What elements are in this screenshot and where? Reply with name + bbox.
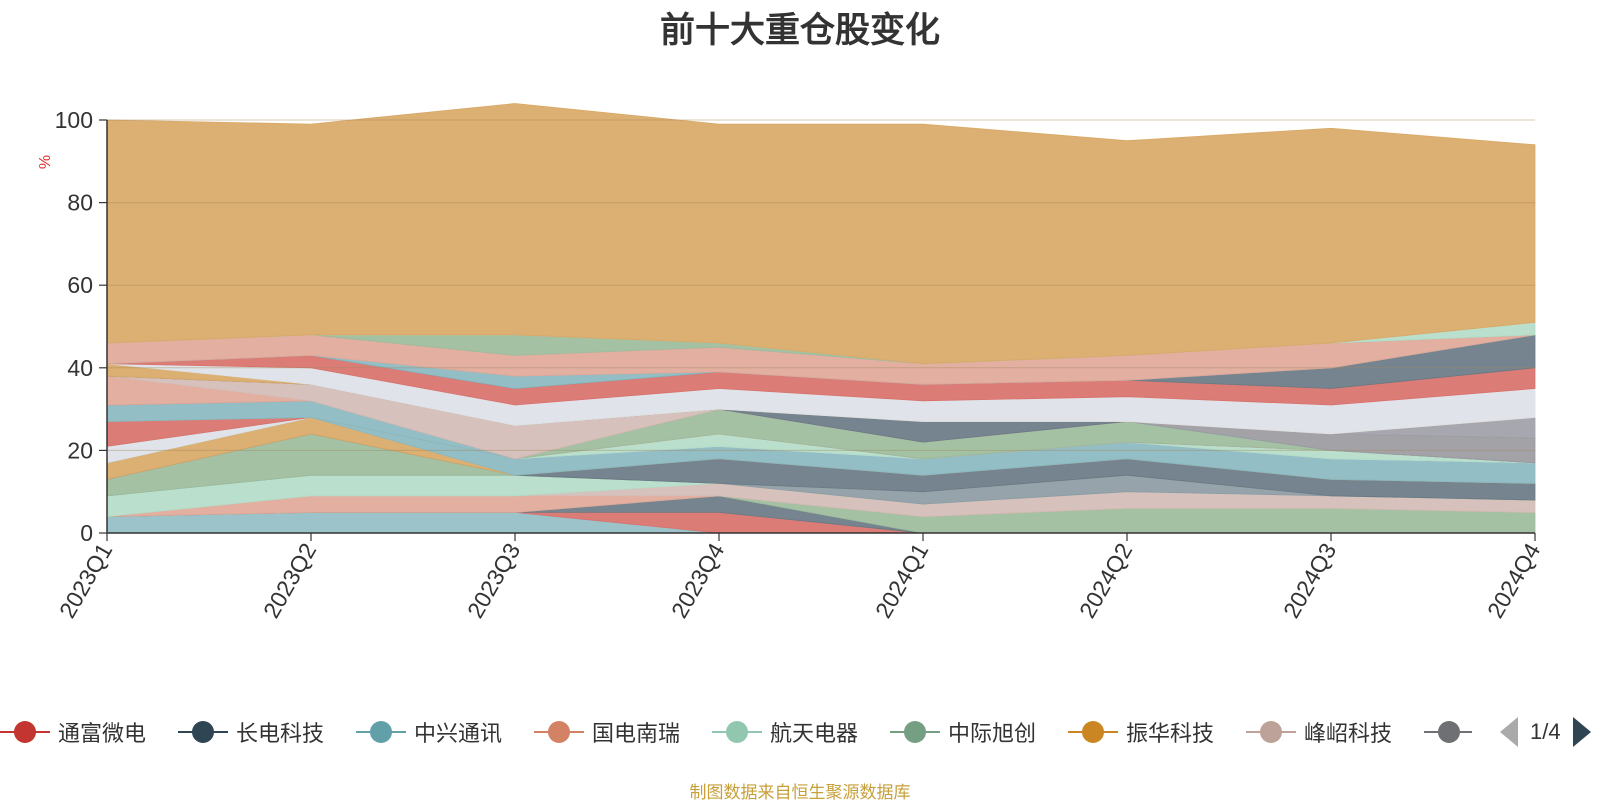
legend-pager: 1/4	[1500, 712, 1591, 752]
legend-label: 长电科技	[236, 721, 325, 746]
x-tick-label: 2024Q1	[870, 539, 933, 623]
legend-item[interactable]: 峰岹科技	[1246, 712, 1392, 752]
legend-label: 振华科技	[1126, 721, 1215, 746]
x-tick-label: 2023Q4	[666, 538, 730, 622]
y-tick-label: 100	[55, 107, 93, 133]
legend-item[interactable]: 中兴通讯	[356, 712, 502, 752]
legend-marker-icon	[1424, 712, 1472, 752]
legend-next-icon[interactable]	[1572, 717, 1591, 747]
area-layer	[106, 103, 1536, 534]
area-series-31	[106, 103, 1536, 365]
y-tick-label: 40	[67, 355, 93, 381]
legend-marker-icon	[1068, 712, 1118, 752]
legend-item[interactable]	[1424, 712, 1472, 752]
y-tick-label: 80	[67, 190, 93, 216]
legend-marker-icon	[0, 712, 50, 752]
legend-marker-icon	[534, 712, 584, 752]
legend-item[interactable]: 航天电器	[712, 712, 858, 752]
legend-items: 通富微电 长电科技 中兴通讯 国电南瑞 航天电器 中际旭创 振华科技 峰岹科技	[0, 712, 1472, 752]
y-tick-label: 0	[80, 520, 93, 546]
x-tick-label: 2023Q1	[54, 539, 117, 623]
legend-item[interactable]: 振华科技	[1068, 712, 1214, 752]
x-tick-label: 2023Q2	[258, 539, 321, 623]
chart-title: 前十大重仓股变化	[659, 11, 940, 50]
legend-label: 通富微电	[58, 721, 147, 746]
legend-marker-icon	[890, 712, 940, 752]
legend-prev-icon[interactable]	[1500, 717, 1518, 747]
x-tick-label: 2024Q2	[1074, 539, 1137, 623]
legend-marker-icon	[1246, 712, 1296, 752]
legend-item[interactable]: 通富微电	[0, 712, 146, 752]
legend-item[interactable]: 国电南瑞	[534, 712, 680, 752]
legend-label: 中兴通讯	[414, 721, 503, 746]
x-tick-label: 2024Q3	[1278, 539, 1341, 623]
grid-layer	[107, 119, 1535, 451]
legend-page-indicator: 1/4	[1530, 719, 1561, 744]
legend-label: 峰岹科技	[1304, 721, 1393, 746]
y-axis-label: %	[37, 155, 54, 169]
y-tick-label: 60	[67, 272, 93, 298]
source-note: 制图数据来自恒生聚源数据库	[689, 783, 911, 802]
legend: 通富微电 长电科技 中兴通讯 国电南瑞 航天电器 中际旭创 振华科技 峰岹科技 1/4	[0, 712, 1600, 752]
legend-marker-icon	[356, 712, 406, 752]
x-tick-label: 2024Q4	[1482, 538, 1546, 622]
legend-marker-icon	[712, 712, 762, 752]
legend-label: 国电南瑞	[592, 721, 681, 746]
y-tick-label: 20	[67, 437, 93, 463]
chart-plot: 0 20 40 60 80 100% 2023Q1 2023Q2 2023Q3 2023Q4 202…	[37, 103, 1546, 623]
legend-item[interactable]: 中际旭创	[890, 712, 1036, 752]
legend-item[interactable]: 长电科技	[178, 712, 324, 752]
x-tick-label: 2023Q3	[462, 539, 525, 623]
legend-label: 航天电器	[770, 721, 859, 746]
legend-marker-icon	[178, 712, 228, 752]
legend-label: 中际旭创	[948, 721, 1037, 746]
